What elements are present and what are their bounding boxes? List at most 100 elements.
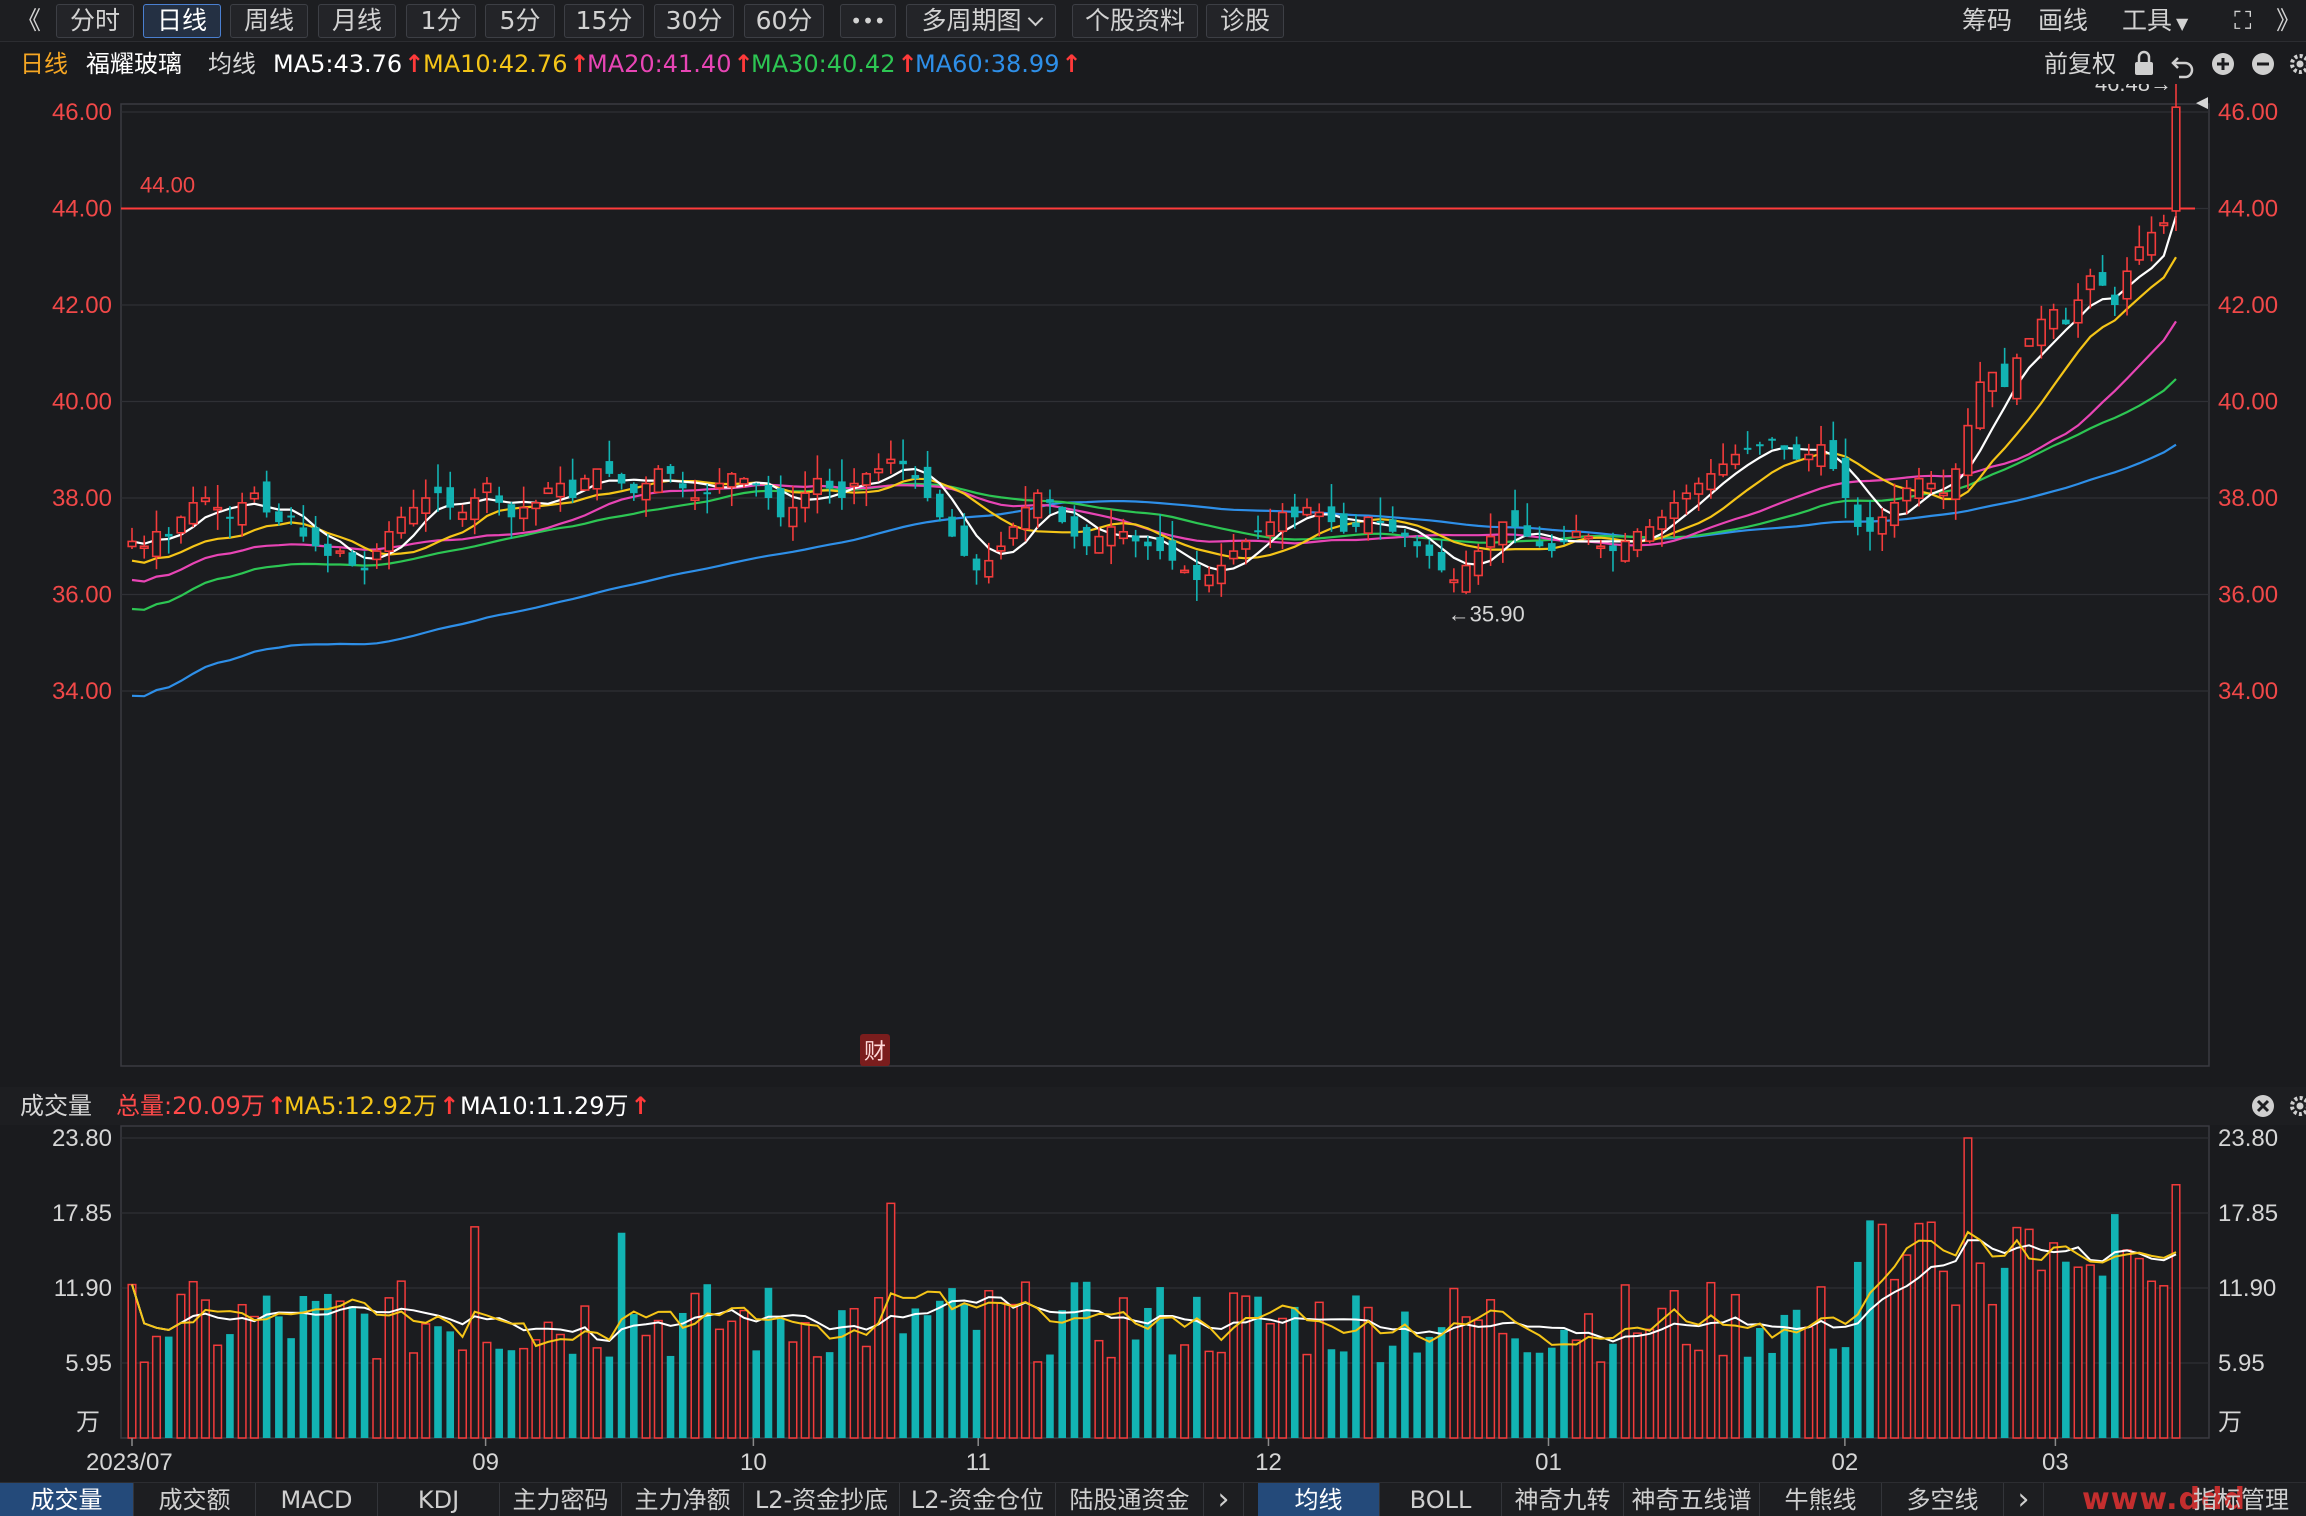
adjust-mode-button[interactable]: 前复权 [2044, 50, 2116, 78]
candle-body [1914, 477, 1924, 500]
candle-body [2134, 246, 2144, 261]
volume-bar [1437, 1327, 1446, 1438]
zoom-out-icon[interactable] [2250, 44, 2276, 96]
volume-bar [2073, 1266, 2083, 1439]
collapse-panel-icon[interactable]: 》 [2276, 6, 2302, 35]
candle-body [1302, 506, 1312, 516]
tab-long-short-line[interactable]: 多空线 [1882, 1483, 2004, 1516]
price-tick-right: 44.00 [2218, 196, 2278, 223]
tab-kdj[interactable]: KDJ [378, 1483, 500, 1516]
stock-name[interactable]: 福耀玻璃 [86, 50, 182, 78]
volume-bar [1106, 1356, 1116, 1439]
fullscreen-icon[interactable]: ⛶ [2234, 6, 2252, 35]
volume-bar [555, 1333, 565, 1439]
candle-body [1254, 530, 1262, 533]
candle-body [249, 492, 259, 500]
close-icon[interactable] [2250, 1087, 2276, 1136]
candlestick-chart[interactable]: 46.00 44.00 42.00 40.00 38.00 36.00 34.00 46.0… [0, 84, 2306, 1086]
tabs-right-scroll-icon[interactable]: › [2004, 1483, 2044, 1516]
tab-macd[interactable]: MACD [256, 1483, 378, 1516]
volume-bar [1461, 1316, 1471, 1439]
tab-northbound-flow[interactable]: 陆股通资金 [1056, 1483, 1204, 1516]
tab-monthly[interactable]: 月线 [318, 4, 396, 38]
price-tick-left: 34.00 [52, 678, 112, 705]
indicator-management-button[interactable]: 指标管理 [2193, 1486, 2289, 1514]
volume-bar [1020, 1281, 1031, 1439]
candle-body [1437, 552, 1446, 571]
tab-main-net[interactable]: 主力净额 [622, 1483, 744, 1516]
tab-weekly[interactable]: 周线 [230, 4, 308, 38]
volume-bar [1241, 1295, 1251, 1439]
candle-body [1596, 545, 1606, 550]
candle-body [1780, 445, 1789, 450]
tab-l2-position[interactable]: L2-资金仓位 [900, 1483, 1056, 1516]
lock-icon[interactable] [2132, 44, 2156, 96]
candle-body [1265, 521, 1275, 537]
tab-volume[interactable]: 成交量 [0, 1483, 134, 1516]
price-tick-right: 46.00 [2218, 99, 2278, 126]
tab-magic-five-lines[interactable]: 神奇五线谱 [1624, 1483, 1760, 1516]
multi-period-dropdown[interactable]: 多周期图 [906, 4, 1056, 38]
volume-settings-gear-icon[interactable] [2288, 1087, 2306, 1136]
tab-5min[interactable]: 5分 [485, 4, 555, 38]
zoom-in-icon[interactable] [2210, 44, 2236, 96]
undo-icon[interactable] [2170, 44, 2196, 96]
draw-line-button[interactable]: 画线 [2038, 6, 2089, 35]
date-tick-label: 2023/07 [86, 1449, 173, 1476]
tab-turnover[interactable]: 成交额 [134, 1483, 256, 1516]
volume-bar [1756, 1328, 1764, 1438]
candle-body [1106, 526, 1116, 547]
candle-body [421, 497, 431, 514]
candle-body [849, 482, 859, 487]
tabs-scroll-right-icon[interactable]: › [1204, 1483, 1244, 1516]
candle-body [1485, 535, 1496, 548]
tab-boll[interactable]: BOLL [1380, 1483, 1502, 1516]
tab-ma[interactable]: 均线 [1258, 1483, 1380, 1516]
indicator-tab-bar: 成交量 成交额 MACD KDJ 主力密码 主力净额 L2-资金抄底 L2-资金… [0, 1482, 2306, 1516]
tab-bull-bear-line[interactable]: 牛熊线 [1760, 1483, 1882, 1516]
price-tick-right: 40.00 [2218, 389, 2278, 416]
tab-magic-nine[interactable]: 神奇九转 [1502, 1483, 1624, 1516]
volume-bar [874, 1297, 884, 1439]
more-icon[interactable]: ••• [840, 4, 896, 38]
tab-1min[interactable]: 1分 [406, 4, 476, 38]
tab-daily[interactable]: 日线 [143, 4, 221, 38]
tab-30min[interactable]: 30分 [654, 4, 734, 38]
tools-dropdown[interactable]: 工具 ▼ [2122, 4, 2188, 38]
tab-l2-bottom-fishing[interactable]: L2-资金抄底 [744, 1483, 900, 1516]
candle-body [1498, 521, 1508, 546]
volume-bar [262, 1295, 271, 1438]
volume-bar [434, 1326, 442, 1438]
tab-15min[interactable]: 15分 [564, 4, 644, 38]
candle-body [1144, 541, 1152, 547]
candle-body [457, 511, 468, 520]
volume-tick-right: 23.80 [2218, 1125, 2278, 1152]
diagnose-button[interactable]: 诊股 [1206, 4, 1284, 38]
candle-body [1718, 463, 1728, 476]
candle-body [960, 525, 969, 556]
candle-body [446, 487, 455, 508]
volume-bar [752, 1350, 761, 1438]
candle-body [531, 502, 541, 510]
volume-title[interactable]: 成交量 [20, 1092, 92, 1120]
volume-chart[interactable]: 23.80 17.85 11.90 5.95 万 23.80 17.85 11.90 5.95… [0, 1124, 2306, 1482]
volume-bar [1486, 1299, 1496, 1439]
volume-bar [1180, 1344, 1190, 1439]
chips-button[interactable]: 筹码 [1962, 6, 2013, 35]
volume-bar [1204, 1350, 1214, 1439]
news-badge[interactable]: 财 [860, 1034, 890, 1066]
tab-intraday[interactable]: 分时 [56, 4, 134, 38]
tab-60min[interactable]: 60分 [744, 4, 824, 38]
volume-bar [1669, 1290, 1679, 1439]
stock-info-button[interactable]: 个股资料 [1072, 4, 1198, 38]
avg-line-label[interactable]: 均线 [208, 50, 256, 78]
volume-bar [1926, 1221, 1936, 1439]
price-axis-left: 46.00 44.00 42.00 40.00 38.00 36.00 34.00 [52, 99, 112, 705]
back-icon[interactable]: 《 [16, 6, 42, 35]
volume-bar [1951, 1304, 1961, 1439]
settings-gear-icon[interactable] [2288, 44, 2306, 96]
candle-body [1987, 371, 1998, 392]
candle-body [2171, 106, 2181, 212]
volume-ma5: MA5:12.92万↑ [284, 1092, 460, 1120]
tab-main-force-code[interactable]: 主力密码 [500, 1483, 622, 1516]
